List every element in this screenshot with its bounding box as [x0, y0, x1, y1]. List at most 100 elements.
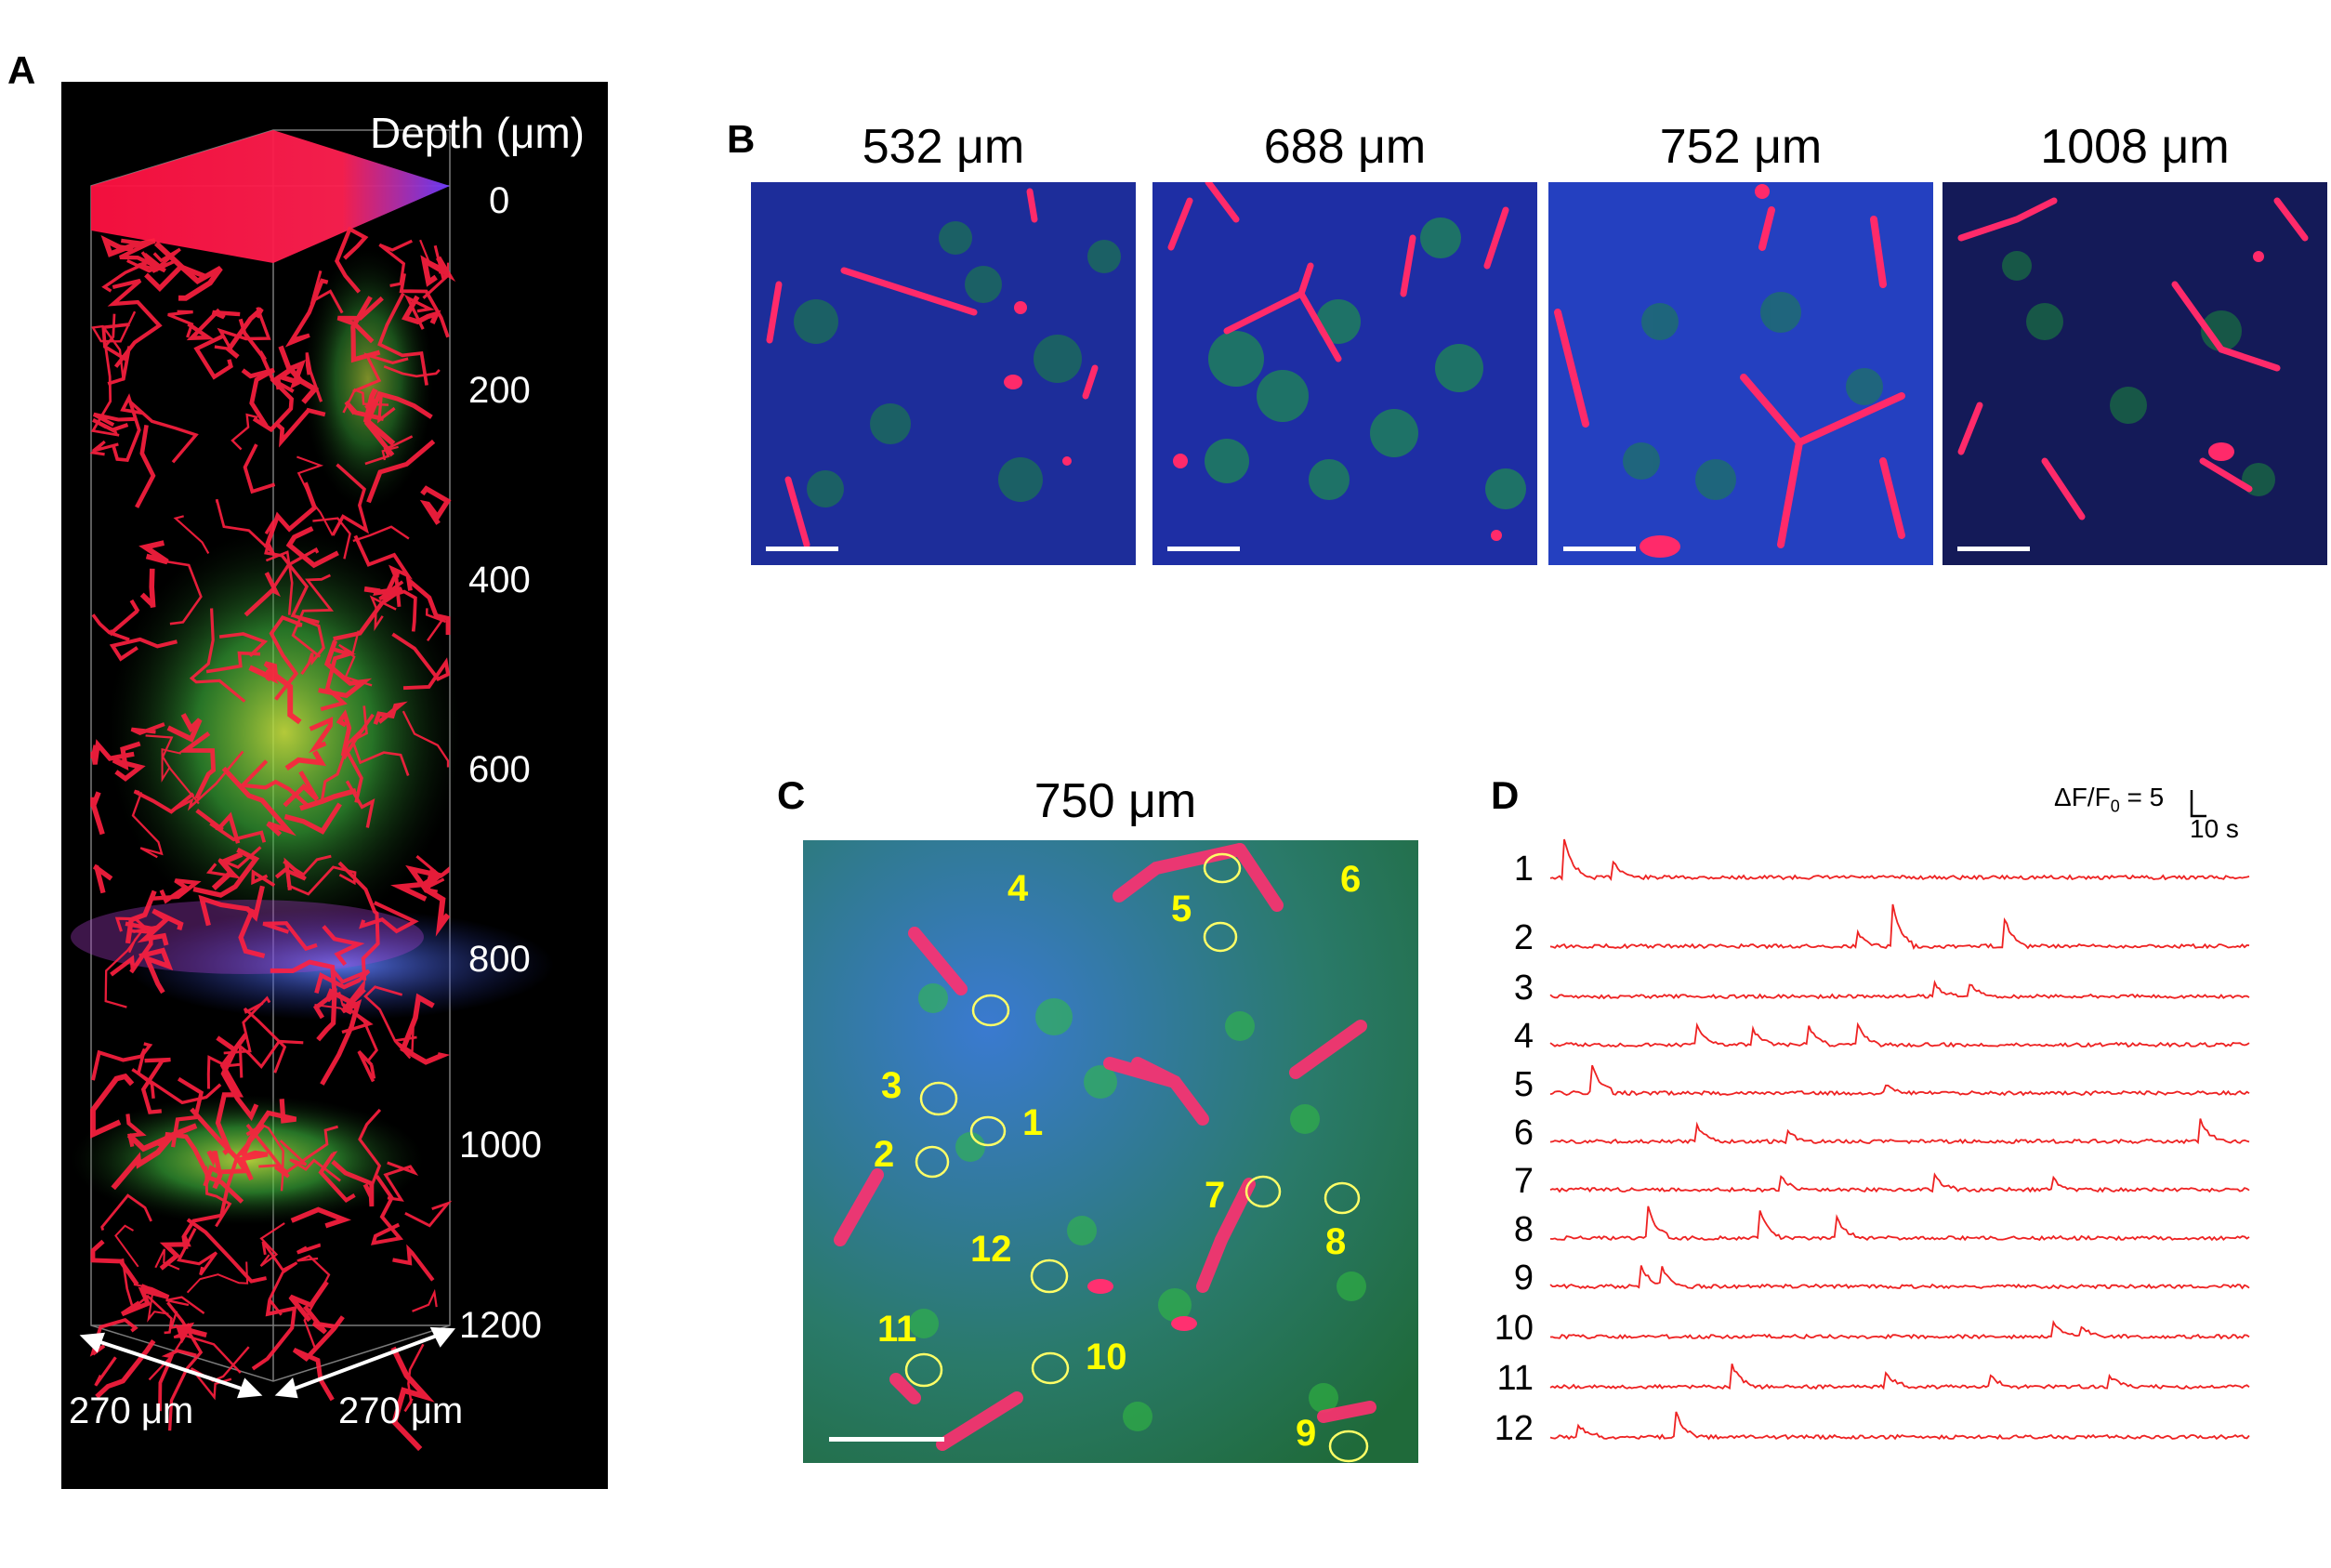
micrograph-750: 1 2 3 4 5 6 7 8 9 10 11 12: [803, 840, 1418, 1463]
depth-tick-1000: 1000: [459, 1125, 542, 1166]
x-dimension-label: 270 μm: [69, 1390, 194, 1431]
vessel-stroke: [296, 1243, 321, 1255]
vessel-stroke: [377, 292, 428, 386]
vessel-stroke: [178, 731, 217, 800]
panel-letter-b: B: [727, 117, 756, 161]
vessel-stroke: [252, 373, 295, 433]
vessel-stroke: [400, 993, 451, 1065]
vessel-stroke: [144, 263, 207, 293]
vessel-stroke: [161, 747, 181, 783]
vessel-stroke: [165, 1296, 205, 1314]
trace-label-2: 2: [1513, 918, 1534, 957]
vessel-stroke: [318, 639, 373, 699]
roi-label-10: 10: [1086, 1337, 1127, 1377]
vessel-stroke: [91, 1049, 144, 1081]
panel-c-title: 750 μm: [1034, 774, 1197, 828]
y-dimension-label: 270 μm: [338, 1390, 464, 1431]
vessel-stroke: [309, 717, 334, 754]
vessel-stroke: [125, 889, 157, 944]
dff-scale-label: ΔF/F0 = 5: [2054, 783, 2165, 816]
vessel-stroke: [336, 709, 352, 757]
vessel-stroke: [331, 463, 370, 536]
vessel-stroke: [383, 1161, 419, 1202]
vessel-stroke: [230, 413, 258, 451]
vessel-stroke: [391, 632, 451, 691]
vessel-stroke: [90, 739, 135, 765]
vessel-stroke: [125, 1113, 147, 1148]
vessel-stroke: [112, 741, 146, 782]
vessel-stroke: [264, 520, 320, 625]
vessel-stroke: [392, 1244, 435, 1282]
micrograph-1008: [1942, 182, 2327, 565]
vessel-stroke: [145, 734, 200, 805]
vessel-stroke: [165, 1131, 244, 1204]
vessel-stroke: [338, 630, 373, 687]
vessel-stroke: [284, 750, 327, 771]
trace-line-5: [1549, 1064, 2250, 1097]
vessel-stroke: [109, 637, 178, 662]
vessel-stroke: [238, 908, 266, 959]
vessel-stroke: [270, 959, 337, 1020]
vessel-stroke: [89, 440, 119, 456]
vessel-stroke: [412, 1288, 438, 1312]
trace-line-4: [1549, 1021, 2250, 1048]
vessel-stroke: [195, 809, 241, 844]
vessel-stroke: [90, 313, 120, 437]
vessel-stroke: [104, 931, 142, 1008]
vessel-stroke: [91, 613, 130, 641]
volume-rendering-panel: Depth (μm) 0 200 400 600 800 1000 1200 2…: [61, 82, 608, 1489]
vessel-stroke: [112, 393, 144, 462]
trace-label-9: 9: [1513, 1258, 1534, 1298]
vessel-stroke: [241, 367, 275, 428]
depth-tick-600: 600: [468, 749, 531, 790]
vessel-stroke: [302, 1305, 336, 1335]
vessel-stroke: [91, 310, 137, 381]
vessel-stroke: [137, 908, 184, 946]
trace-label-11: 11: [1496, 1359, 1534, 1398]
vessel-stroke: [404, 1200, 453, 1228]
vessel-stroke: [152, 878, 202, 904]
vessel-stroke: [241, 1099, 297, 1158]
vessel-stroke: [316, 988, 358, 1042]
micrograph-title-532: 532 μm: [862, 120, 1025, 174]
vessel-stroke: [345, 780, 375, 828]
roi-label-1: 1: [1022, 1102, 1044, 1143]
vessel-stroke: [218, 632, 269, 658]
trace-label-12: 12: [1494, 1409, 1534, 1448]
vessel-stroke: [205, 651, 261, 674]
vessel-stroke: [173, 515, 210, 554]
trace-line-1: [1549, 838, 2250, 881]
vessel-stroke: [251, 869, 276, 888]
roi-label-2: 2: [874, 1134, 895, 1175]
vessel-stroke: [209, 822, 267, 843]
scale-bar: [1167, 547, 1240, 551]
trace-line-12: [1549, 1411, 2250, 1441]
vessel-stroke: [131, 1068, 222, 1105]
vessel-stroke: [331, 1159, 375, 1207]
depth-tick-800: 800: [468, 939, 531, 980]
vessel-stroke: [262, 1124, 284, 1192]
vessel-stroke: [154, 1248, 180, 1271]
vessel-stroke: [114, 1224, 139, 1268]
panel-letter-a: A: [7, 48, 36, 92]
vessel-stroke: [333, 569, 403, 641]
vessel-stroke: [206, 1150, 223, 1190]
vessel-stroke: [344, 400, 385, 422]
vessel-stroke: [309, 270, 344, 314]
roi-label-4: 4: [1007, 868, 1029, 909]
panel-letter-d: D: [1491, 773, 1520, 817]
trace-label-5: 5: [1513, 1065, 1534, 1104]
vessel-stroke: [357, 1049, 376, 1083]
vessel-stroke: [353, 534, 414, 607]
vessel-stroke: [186, 1261, 249, 1294]
trace-label-4: 4: [1513, 1017, 1534, 1056]
calcium-traces: [1549, 838, 2250, 1441]
vessel-stroke: [211, 851, 244, 890]
vessel-stroke: [159, 1235, 191, 1271]
vessel-stroke: [363, 985, 417, 1043]
vessel-stroke: [405, 574, 451, 635]
vessel-stroke: [274, 407, 326, 448]
vessel-stroke: [139, 568, 156, 608]
vessel-stroke: [251, 1300, 297, 1371]
vessel-stroke: [352, 525, 410, 543]
